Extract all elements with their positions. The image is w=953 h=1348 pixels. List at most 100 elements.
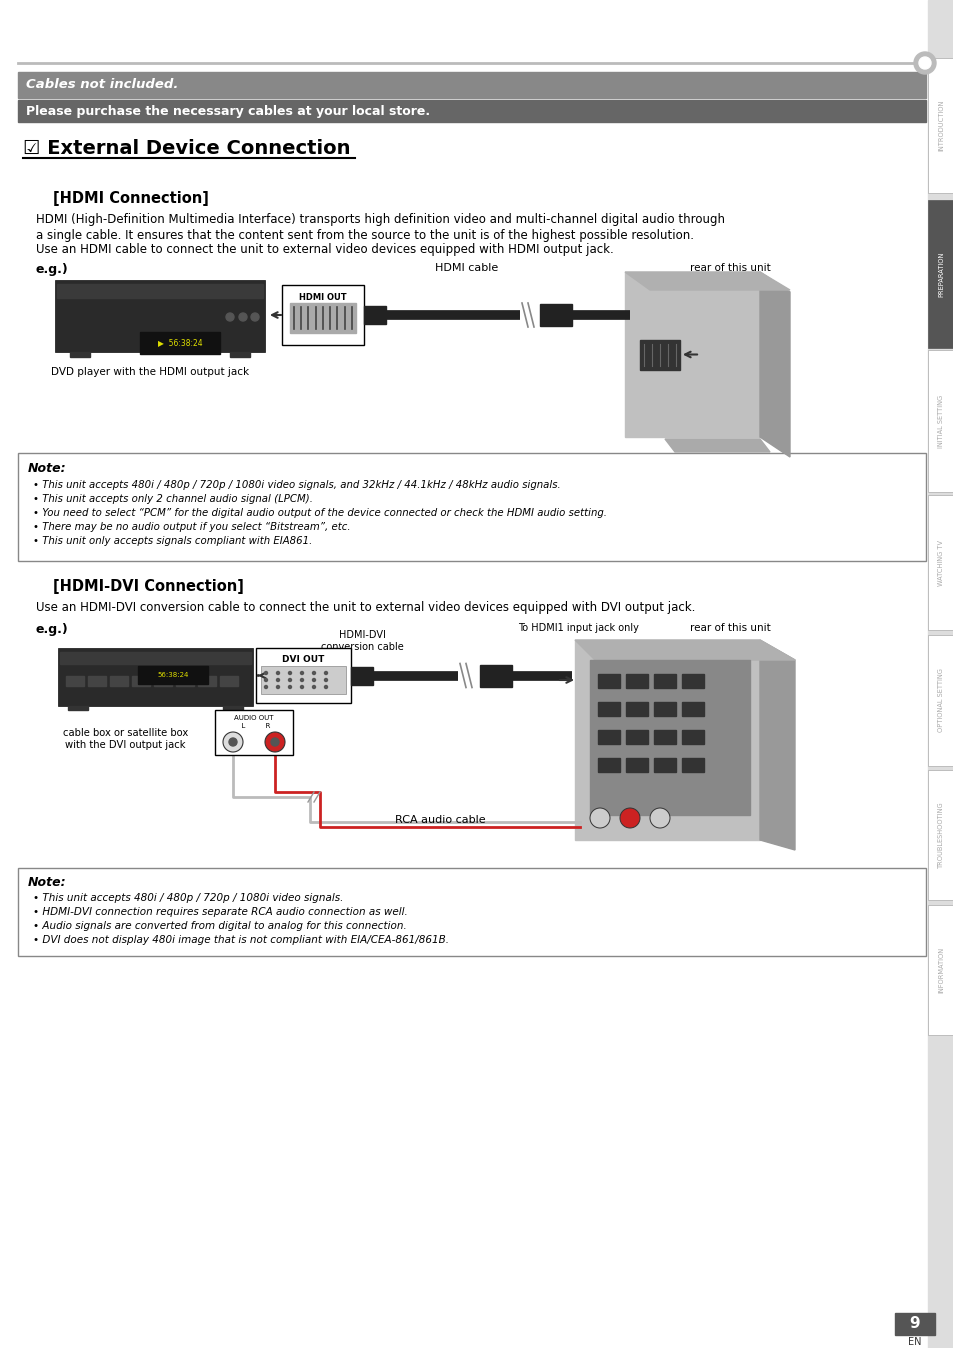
Circle shape [300,671,303,674]
Text: OPTIONAL SETTING: OPTIONAL SETTING [937,669,943,732]
Bar [927,495,953,630]
Bar [598,674,619,687]
Polygon shape [760,640,794,851]
Bar [927,770,953,900]
Bar [230,352,250,357]
Circle shape [313,671,315,674]
Text: Please purchase the necessary cables at your local store.: Please purchase the necessary cables at … [26,105,430,117]
Text: INITIAL SETTING: INITIAL SETTING [937,395,943,448]
Bar [681,731,703,744]
Text: • Audio signals are converted from digital to analog for this connection.: • Audio signals are converted from digit… [33,921,406,931]
Text: [HDMI-DVI Connection]: [HDMI-DVI Connection] [53,578,244,593]
Text: RCA audio cable: RCA audio cable [395,816,485,825]
Text: INTRODUCTION: INTRODUCTION [937,100,943,151]
Text: rear of this unit: rear of this unit [689,263,770,274]
Bar [894,1313,934,1335]
Circle shape [918,57,930,69]
Circle shape [264,678,267,682]
Bar [175,675,193,686]
Circle shape [288,686,292,689]
Bar [625,758,647,772]
Text: To HDMI1 input jack only: To HDMI1 input jack only [517,623,639,634]
Bar [625,702,647,716]
Circle shape [313,686,315,689]
Text: 9: 9 [909,1317,920,1332]
Bar [575,640,760,840]
Text: • This unit accepts only 2 channel audio signal (LPCM).: • This unit accepts only 2 channel audio… [33,493,313,504]
Bar [598,731,619,744]
Bar [598,758,619,772]
Circle shape [324,686,327,689]
Text: • This unit accepts 480i / 480p / 720p / 1080i video signals, and 32kHz / 44.1kH: • This unit accepts 480i / 480p / 720p /… [33,480,560,491]
Circle shape [251,313,258,321]
Bar [681,702,703,716]
Bar [132,675,150,686]
Bar [654,674,676,687]
Circle shape [223,732,243,752]
Text: • You need to select “PCM” for the digital audio output of the device connected : • You need to select “PCM” for the digit… [33,508,606,518]
Circle shape [264,686,267,689]
Bar [654,702,676,716]
Bar [351,666,373,685]
Circle shape [264,671,267,674]
Bar [681,758,703,772]
Text: a single cable. It ensures that the content sent from the source to the unit is : a single cable. It ensures that the cont… [36,229,693,241]
Circle shape [271,737,278,745]
Bar [625,674,647,687]
Bar [290,303,355,333]
Circle shape [239,313,247,321]
Bar [625,731,647,744]
Bar [66,675,84,686]
Bar [624,272,760,437]
Bar [18,453,925,561]
Polygon shape [664,439,769,452]
Text: [HDMI Connection]: [HDMI Connection] [53,190,209,205]
Circle shape [276,686,279,689]
Circle shape [276,678,279,682]
Circle shape [288,678,292,682]
Text: DVD player with the HDMI output jack: DVD player with the HDMI output jack [51,367,249,377]
Circle shape [324,671,327,674]
Circle shape [226,313,233,321]
Bar [58,648,253,706]
Text: Note:: Note: [28,462,67,476]
Circle shape [288,671,292,674]
Text: e.g.): e.g.) [36,263,69,276]
Circle shape [619,807,639,828]
Circle shape [649,807,669,828]
Bar [214,710,293,755]
Circle shape [324,678,327,682]
Bar [927,200,953,348]
Bar [70,352,90,357]
Bar [88,675,106,686]
Text: EN: EN [907,1337,921,1347]
Text: ☑ External Device Connection: ☑ External Device Connection [23,139,350,158]
Text: AUDIO OUT
  L         R: AUDIO OUT L R [234,716,274,728]
Bar [539,305,572,326]
Text: Note:: Note: [28,876,67,890]
Circle shape [913,53,935,74]
Text: e.g.): e.g.) [36,624,69,636]
Bar [654,731,676,744]
Bar [927,635,953,766]
Bar [140,332,220,355]
Text: • This unit accepts 480i / 480p / 720p / 1080i video signals.: • This unit accepts 480i / 480p / 720p /… [33,892,343,903]
Bar [60,652,251,665]
Circle shape [229,737,236,745]
Bar [55,280,265,352]
Bar [639,340,679,369]
Bar [654,758,676,772]
Bar [479,665,512,686]
Text: TROUBLESHOOTING: TROUBLESHOOTING [937,802,943,868]
Bar [220,675,237,686]
Text: WATCHING TV: WATCHING TV [937,539,943,585]
Text: rear of this unit: rear of this unit [689,623,770,634]
Bar [261,666,346,694]
Bar [927,58,953,193]
Text: DVI OUT: DVI OUT [282,655,324,665]
Bar [57,284,263,298]
Polygon shape [575,640,794,661]
Bar [198,675,215,686]
Text: cable box or satellite box
with the DVI output jack: cable box or satellite box with the DVI … [63,728,188,751]
Bar [598,702,619,716]
